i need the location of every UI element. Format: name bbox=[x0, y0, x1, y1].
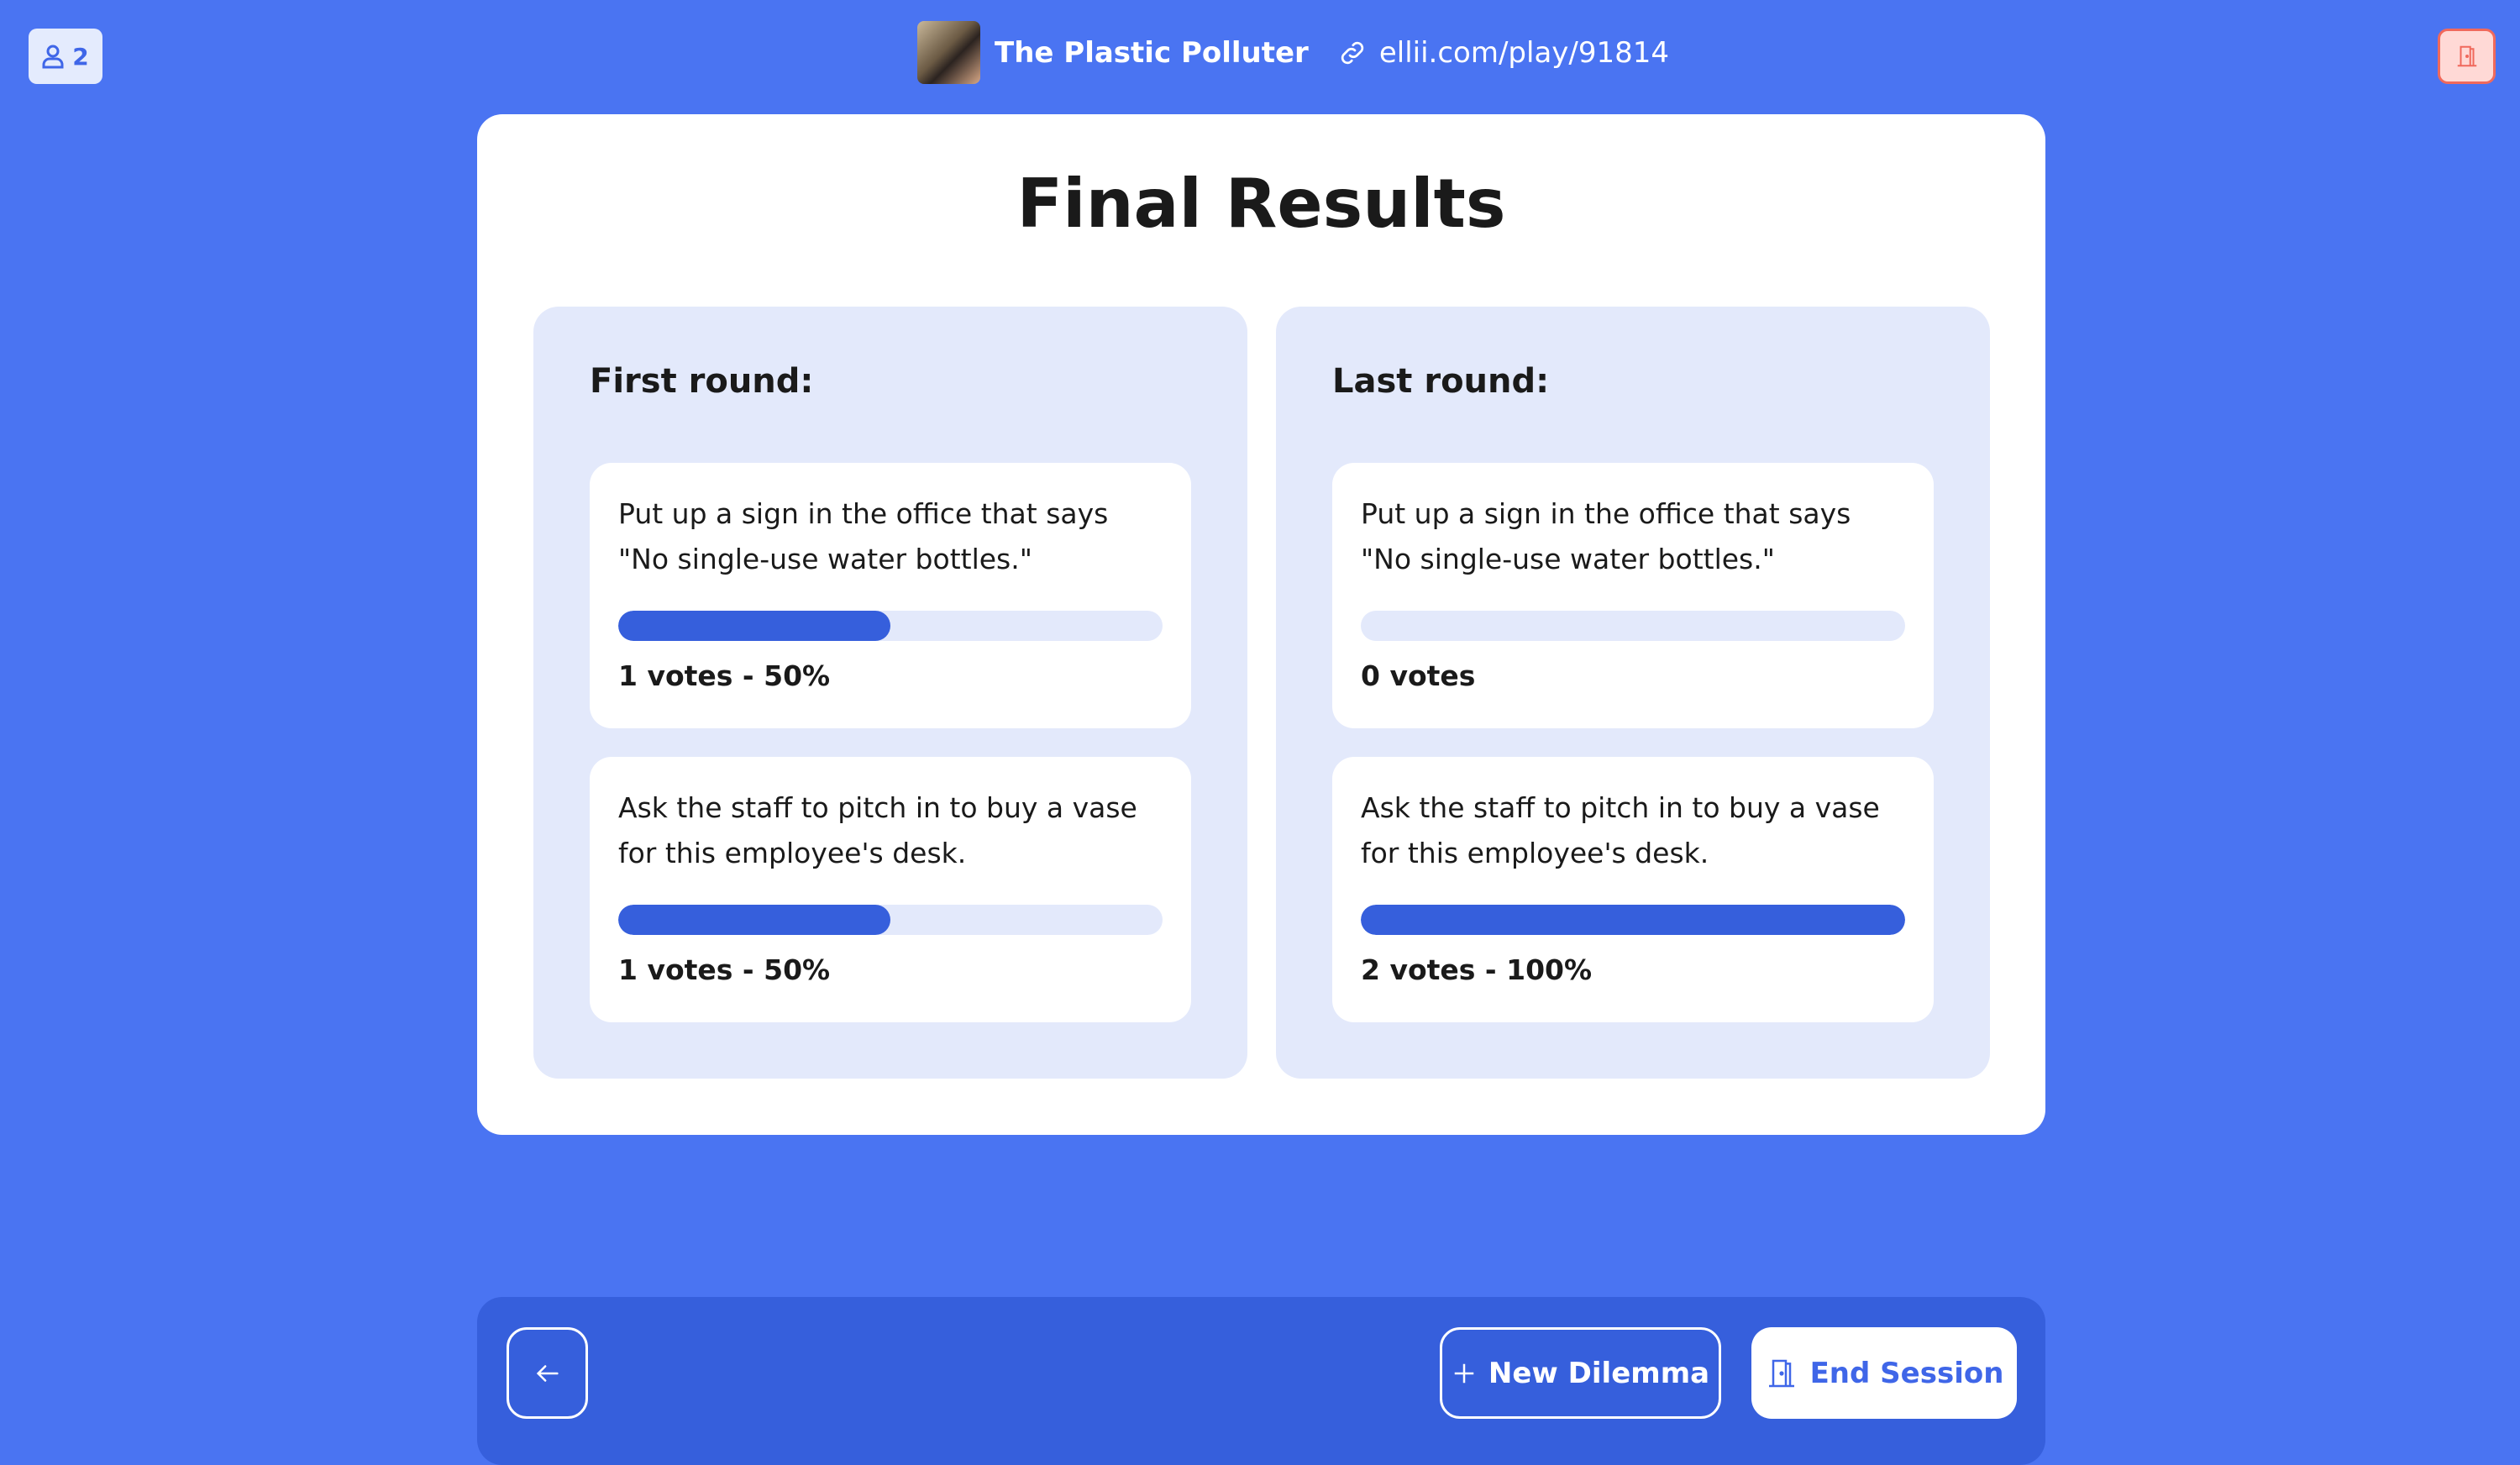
option-text: Put up a sign in the office that says "N… bbox=[1361, 497, 1851, 575]
end-session-button[interactable]: End Session bbox=[1751, 1327, 2017, 1419]
last-round-panel: Last round: Put up a sign in the office … bbox=[1276, 307, 1990, 1079]
door-icon bbox=[2457, 45, 2476, 67]
round-label: First round: bbox=[590, 362, 814, 401]
game-header: The Plastic Polluter ellii.com/play/9181… bbox=[917, 21, 1669, 84]
user-icon bbox=[42, 45, 64, 69]
exit-button[interactable] bbox=[2438, 29, 2496, 84]
participants-button[interactable]: 2 bbox=[29, 29, 102, 84]
game-url: ellii.com/play/91814 bbox=[1378, 35, 1670, 70]
vote-bar-fill bbox=[618, 611, 890, 641]
option-card: Put up a sign in the office that says "N… bbox=[590, 463, 1191, 728]
option-text: Ask the staff to pitch in to buy a vase … bbox=[1361, 791, 1880, 869]
new-dilemma-label: New Dilemma bbox=[1488, 1356, 1710, 1390]
option-text: Put up a sign in the office that says "N… bbox=[618, 497, 1109, 575]
first-round-panel: First round: Put up a sign in the office… bbox=[533, 307, 1247, 1079]
footer-bar: New Dilemma End Session bbox=[477, 1297, 2045, 1465]
results-card: Final Results First round: Put up a sign… bbox=[477, 114, 2045, 1135]
door-icon bbox=[1768, 1359, 1794, 1387]
game-title: The Plastic Polluter bbox=[995, 35, 1309, 70]
vote-count: 1 votes - 50% bbox=[618, 953, 831, 986]
participant-count: 2 bbox=[72, 42, 89, 71]
option-card: Ask the staff to pitch in to buy a vase … bbox=[590, 757, 1191, 1022]
page-title: Final Results bbox=[1016, 165, 1506, 243]
option-text: Ask the staff to pitch in to buy a vase … bbox=[618, 791, 1137, 869]
vote-bar-fill bbox=[1361, 905, 1905, 935]
end-session-label: End Session bbox=[1809, 1356, 2004, 1390]
round-label: Last round: bbox=[1332, 362, 1550, 401]
vote-count: 2 votes - 100% bbox=[1361, 953, 1593, 986]
vote-bar bbox=[1361, 905, 1905, 935]
game-link[interactable]: ellii.com/play/91814 bbox=[1337, 36, 1669, 70]
vote-bar bbox=[1361, 611, 1905, 641]
vote-count: 0 votes bbox=[1361, 659, 1476, 692]
option-card: Ask the staff to pitch in to buy a vase … bbox=[1332, 757, 1934, 1022]
link-icon bbox=[1341, 41, 1364, 64]
back-button[interactable] bbox=[507, 1327, 588, 1419]
new-dilemma-button[interactable]: New Dilemma bbox=[1440, 1327, 1721, 1419]
game-avatar bbox=[917, 21, 980, 84]
vote-count: 1 votes - 50% bbox=[618, 659, 831, 692]
option-card: Put up a sign in the office that says "N… bbox=[1332, 463, 1934, 728]
vote-bar bbox=[618, 611, 1163, 641]
arrow-left-icon bbox=[536, 1364, 559, 1382]
vote-bar bbox=[618, 905, 1163, 935]
plus-icon bbox=[1454, 1363, 1474, 1383]
vote-bar-fill bbox=[618, 905, 890, 935]
